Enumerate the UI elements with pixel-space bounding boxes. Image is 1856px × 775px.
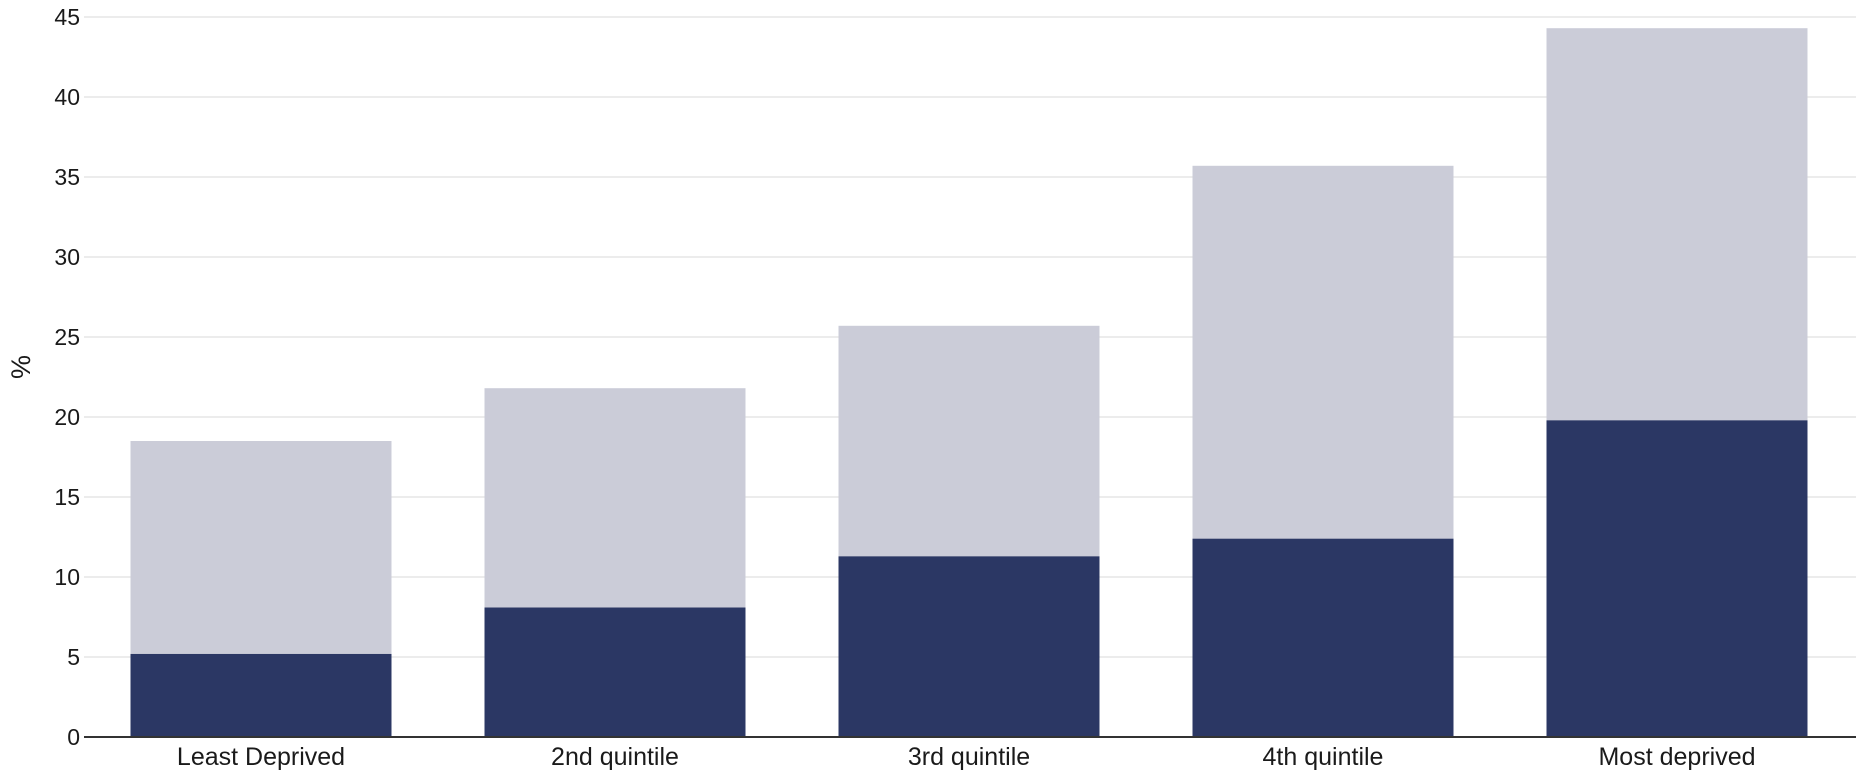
bar-segment	[130, 653, 392, 737]
x-axis-ticks: Least Deprived 2nd quintile 3rd quintile 4t…	[177, 743, 1756, 771]
y-axis-ticks: 0 5 10 15 20 25 30 35 40 45	[54, 4, 80, 750]
y-tick-label: 0	[67, 724, 80, 750]
x-tick-label: 4th quintile	[1263, 743, 1384, 771]
x-tick-label: Most deprived	[1598, 743, 1755, 771]
bars	[130, 28, 1808, 737]
bar-segment	[1546, 420, 1808, 737]
bar-segment	[130, 441, 392, 654]
bar-segment	[1546, 28, 1808, 421]
bar-segment	[1192, 165, 1454, 539]
y-tick-label: 10	[54, 564, 80, 590]
y-tick-label: 45	[54, 4, 80, 30]
bar-segment	[838, 325, 1100, 557]
bar-segment	[1192, 538, 1454, 737]
y-axis-title: %	[6, 355, 36, 379]
bar-segment	[484, 607, 746, 737]
x-tick-label: 2nd quintile	[551, 743, 679, 771]
y-tick-label: 15	[54, 484, 80, 510]
x-tick-label: Least Deprived	[177, 743, 345, 771]
y-tick-label: 20	[54, 404, 80, 430]
y-tick-label: 25	[54, 324, 80, 350]
y-tick-label: 35	[54, 164, 80, 190]
x-tick-label: 3rd quintile	[908, 743, 1030, 771]
y-tick-label: 40	[54, 84, 80, 110]
y-tick-label: 5	[67, 644, 80, 670]
bar-segment	[838, 556, 1100, 737]
bar-segment	[484, 388, 746, 608]
y-tick-label: 30	[54, 244, 80, 270]
